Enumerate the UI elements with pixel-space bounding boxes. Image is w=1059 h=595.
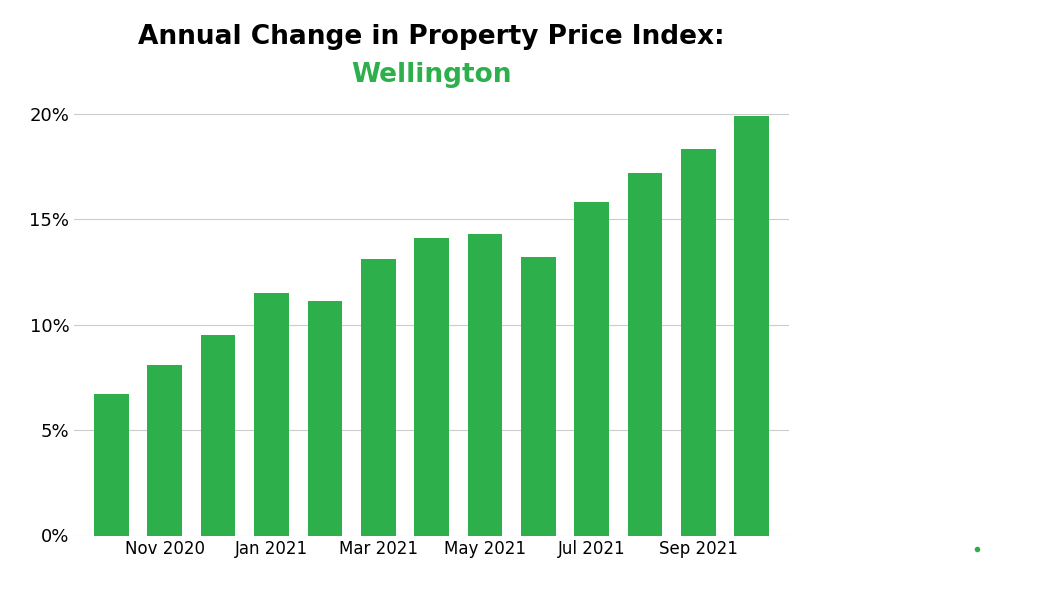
Text: property: property [840,544,956,568]
Ellipse shape [971,533,1018,571]
Text: Compared to last
year: Compared to last year [839,350,1020,394]
Bar [414,238,449,536]
Bar [361,259,395,536]
Bar [147,365,182,536]
Bar [94,394,129,536]
Text: Wellington: Wellington [352,62,511,89]
Bar [628,173,662,536]
Text: 19.9%: 19.9% [842,274,1017,321]
Text: Property prices
have increased: Property prices have increased [847,201,1011,245]
Bar [521,257,556,536]
Bar [574,202,609,536]
Bar [201,335,235,536]
Bar [681,149,716,536]
Bar [468,234,502,536]
Bar [254,293,289,536]
Polygon shape [1015,537,1034,568]
Text: Annual Change in Property Price Index:: Annual Change in Property Price Index: [139,24,724,50]
Bar [307,301,342,536]
Text: trademe: trademe [876,532,920,541]
Bar [734,115,769,536]
